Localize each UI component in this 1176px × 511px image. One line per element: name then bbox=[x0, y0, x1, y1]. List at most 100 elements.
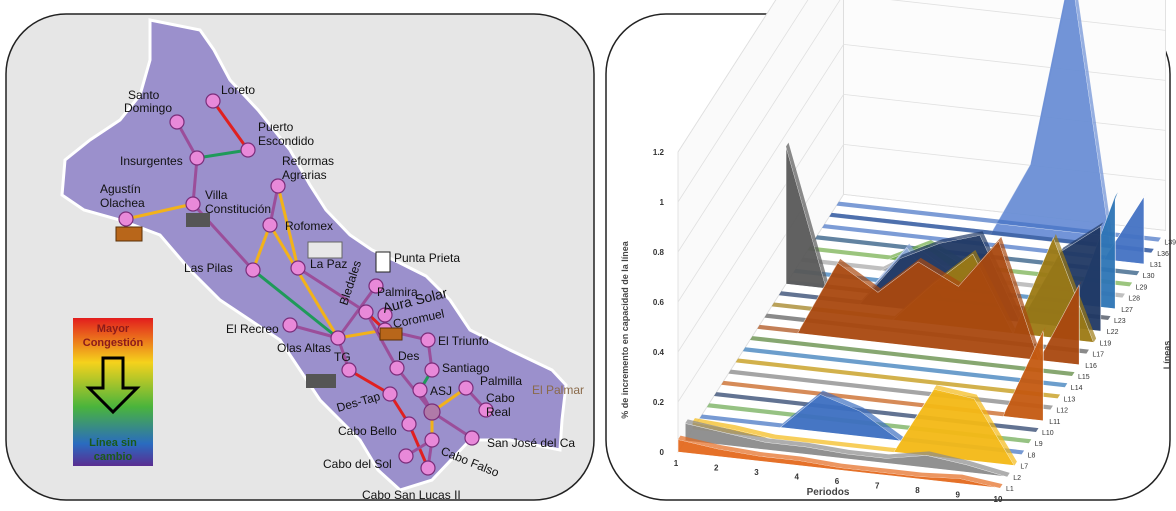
network-map: Loreto Santo Domingo Puerto Escondido In… bbox=[5, 13, 595, 502]
node-agustin-olachea bbox=[118, 211, 134, 227]
x-tick-label: 3 bbox=[754, 468, 759, 477]
line-tick-label: L2 bbox=[1013, 475, 1021, 482]
plant-icon bbox=[306, 374, 336, 388]
y-tick-label: 1 bbox=[660, 198, 665, 207]
node-insurgentes bbox=[189, 150, 205, 166]
legend-bottom-line2: cambio bbox=[94, 451, 133, 463]
node-cabo-san-lucas bbox=[420, 460, 436, 476]
label-des: Des bbox=[398, 349, 419, 363]
node-palmira bbox=[368, 278, 384, 294]
y-tick-label: 0 bbox=[660, 448, 665, 457]
node-tg bbox=[341, 362, 357, 378]
series-edge-L22 bbox=[778, 222, 1104, 323]
series-edge-L16 bbox=[757, 236, 1082, 361]
node-loreto bbox=[205, 93, 221, 109]
y-tick-label: 1.2 bbox=[653, 148, 665, 157]
line-tick-label: L9 bbox=[1035, 441, 1043, 448]
line-tick-label: L31 bbox=[1150, 262, 1162, 269]
x-tick-label: 6 bbox=[835, 477, 840, 486]
line-tick-label: L23 bbox=[1114, 318, 1126, 325]
node-rofomex bbox=[262, 217, 278, 233]
congestion-legend: Mayor Congestión Línea sin cambio bbox=[73, 318, 153, 466]
grid-line bbox=[677, 0, 777, 153]
label-agustin-1: Agustín bbox=[100, 182, 141, 196]
label-olas-altas: Olas Altas bbox=[277, 341, 331, 355]
node-aura-solar bbox=[377, 307, 393, 323]
line-tick-label: L16 bbox=[1085, 363, 1097, 370]
plant-icon bbox=[186, 213, 210, 227]
y-tick-label: 0.2 bbox=[653, 398, 665, 407]
line-tick-label: L17 bbox=[1092, 352, 1104, 359]
node-des bbox=[389, 360, 405, 376]
node-santo-domingo bbox=[169, 114, 185, 130]
label-palmira: Palmira bbox=[377, 285, 418, 299]
node-bledales bbox=[358, 304, 374, 320]
label-asj: ASJ bbox=[430, 384, 452, 398]
legend-gradient-bar bbox=[73, 318, 153, 466]
series-edge-L14 bbox=[742, 347, 1068, 388]
node-santiago bbox=[424, 362, 440, 378]
label-puerto-escondido-2: Escondido bbox=[258, 134, 314, 148]
legend-top-line1: Mayor bbox=[97, 323, 130, 335]
series-L7 bbox=[692, 388, 1015, 466]
x-axis-title: Periodos bbox=[807, 487, 850, 498]
line-tick-label: L19 bbox=[1100, 340, 1112, 347]
node-puerto-escondido bbox=[240, 142, 256, 158]
substation-nodes bbox=[118, 93, 494, 476]
node-villa-constitucion bbox=[185, 196, 201, 212]
legend-bottom-line1: Línea sin bbox=[89, 437, 137, 449]
node-palmilla bbox=[458, 380, 474, 396]
line-tick-label: L12 bbox=[1056, 408, 1068, 415]
line-tick-label: L39 bbox=[1164, 240, 1176, 247]
label-loreto: Loreto bbox=[221, 83, 255, 97]
label-san-jose: San José del Ca bbox=[487, 436, 575, 450]
node-cabo-real bbox=[478, 402, 494, 418]
back-wall bbox=[843, 0, 1166, 231]
legend-top-line2: Congestión bbox=[83, 337, 144, 349]
x-tick-label: 7 bbox=[875, 482, 880, 491]
plant-icon bbox=[379, 327, 403, 341]
line-tick-label: L1 bbox=[1006, 486, 1014, 493]
series-edge-L39 bbox=[836, 201, 1161, 242]
power-plant-icons bbox=[115, 213, 403, 388]
series-edge-L15 bbox=[750, 336, 1075, 376]
label-el-triunfo: El Triunfo bbox=[438, 334, 489, 348]
label-la-paz: La Paz bbox=[310, 257, 347, 271]
grid-line bbox=[677, 0, 1166, 253]
label-cabo-real-1: Cabo bbox=[486, 391, 515, 405]
label-el-recreo: El Recreo bbox=[226, 322, 279, 336]
line-capacity-3d-chart: 00.20.40.60.811.2 1 2 3 4 6 7 8 9 10 L1L2L7L8L9L… bbox=[605, 0, 1176, 504]
x-tick-label: 8 bbox=[915, 486, 920, 495]
line-tick-label: L29 bbox=[1136, 284, 1148, 291]
node-las-pilas bbox=[245, 262, 261, 278]
label-palmilla: Palmilla bbox=[480, 374, 522, 388]
label-reformas-2: Agrarias bbox=[282, 168, 327, 182]
line-tick-label: L10 bbox=[1042, 430, 1054, 437]
node-san-jose bbox=[464, 430, 480, 446]
label-punta-prieta: Punta Prieta bbox=[394, 251, 460, 265]
arrow-down-icon bbox=[85, 356, 141, 415]
node-reformas-agrarias bbox=[270, 178, 286, 194]
x-tick-label: 4 bbox=[795, 473, 800, 482]
line-tick-label: L13 bbox=[1064, 396, 1076, 403]
series-L13 bbox=[735, 362, 1058, 399]
node-cabo-falso bbox=[424, 432, 440, 448]
y-axis-ticks: 0 0.2 0.4 0.6 0.8 1 1.2 bbox=[653, 148, 665, 457]
series-L16 bbox=[757, 240, 1080, 366]
series-edge-L1 bbox=[678, 435, 1003, 488]
line-tick-label: L14 bbox=[1071, 385, 1083, 392]
series-L2 bbox=[684, 422, 1008, 478]
plant-icon bbox=[375, 251, 391, 273]
y-tick-label: 0.4 bbox=[653, 348, 665, 357]
x-tick-label: 2 bbox=[714, 464, 719, 473]
label-santo-domingo-1: Santo bbox=[128, 88, 160, 102]
series-L36 bbox=[829, 216, 1152, 254]
line-tick-label: L27 bbox=[1121, 307, 1133, 314]
line-tick-label: L7 bbox=[1020, 464, 1028, 471]
label-santo-domingo-2: Domingo bbox=[124, 101, 172, 115]
label-agustin-2: Olachea bbox=[100, 196, 145, 210]
line-tick-label: L36 bbox=[1157, 251, 1169, 258]
y-tick-label: 0.8 bbox=[653, 248, 665, 257]
line-tick-label: L22 bbox=[1107, 329, 1119, 336]
